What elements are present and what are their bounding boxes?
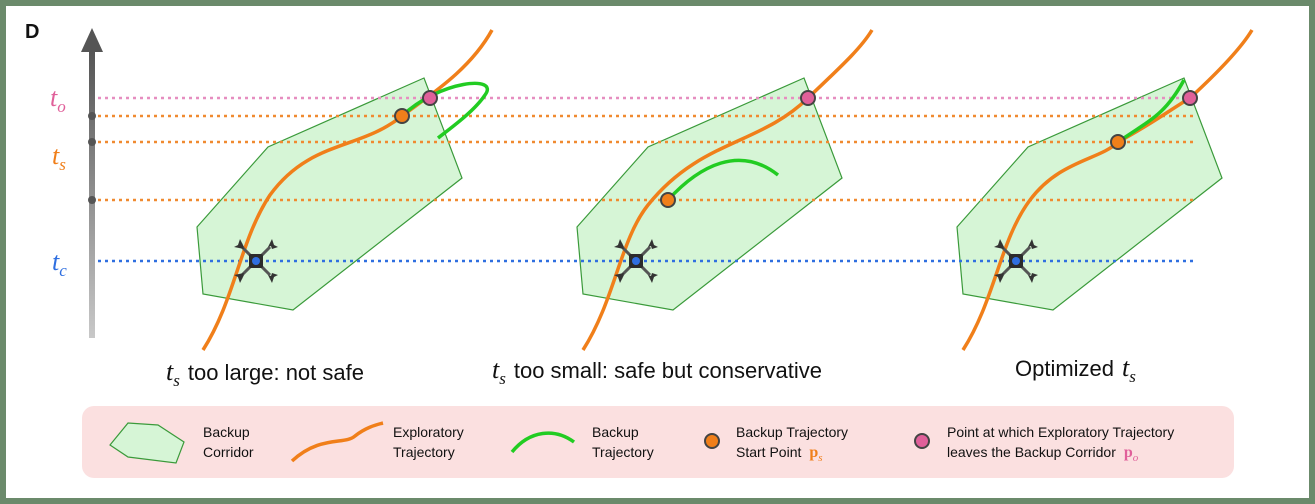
caption-left: ts too large: not safe <box>166 357 364 390</box>
legend-start-line2: Start Point ps <box>736 444 823 464</box>
legend-corridor-line2: Corridor <box>203 444 254 460</box>
exploratory-trajectory-left <box>201 29 494 351</box>
exploratory-trajectory-middle <box>581 29 874 351</box>
legend-backup-icon <box>510 431 576 454</box>
scenario-left <box>201 29 494 351</box>
legend-corridor-icon <box>109 422 185 464</box>
start-point-middle <box>660 192 676 208</box>
backup-trajectory-middle <box>666 158 780 202</box>
legend-leave-line2: leaves the Backup Corridor po <box>947 444 1139 464</box>
scenario-middle <box>581 29 874 351</box>
leave-point-left <box>422 90 438 106</box>
legend-exploratory-icon <box>290 421 384 463</box>
caption-right: Optimized ts <box>1015 353 1136 386</box>
legend-start-line1: Backup Trajectory <box>736 424 848 440</box>
legend-box <box>82 406 1234 478</box>
time-lines <box>98 96 1196 263</box>
t-o-label: to <box>50 83 66 116</box>
t-s-label: ts <box>52 141 66 174</box>
exploratory-trajectory-right <box>961 29 1254 351</box>
backup-trajectory-right <box>1117 79 1186 144</box>
legend-leave-line1: Point at which Exploratory Trajectory <box>947 424 1174 440</box>
legend: Backup Corridor Exploratory Trajectory B… <box>82 406 1234 478</box>
legend-backup-line1: Backup <box>592 424 639 440</box>
leave-point-middle <box>800 90 816 106</box>
axis-arrow-icon <box>81 28 103 52</box>
scenario-right <box>961 29 1254 351</box>
start-point-left <box>394 108 410 124</box>
legend-exploratory-line2: Trajectory <box>393 444 455 460</box>
start-point-right <box>1110 134 1126 150</box>
t-c-label: tc <box>52 247 67 280</box>
legend-leave-point-icon <box>914 433 930 449</box>
legend-exploratory-line1: Exploratory <box>393 424 464 440</box>
caption-middle: ts too small: safe but conservative <box>492 355 822 388</box>
time-axis <box>81 28 103 338</box>
leave-point-right <box>1182 90 1198 106</box>
panel-label: D <box>25 21 39 43</box>
legend-start-point-icon <box>704 433 720 449</box>
legend-backup-line2: Trajectory <box>592 444 654 460</box>
legend-corridor-line1: Backup <box>203 424 250 440</box>
